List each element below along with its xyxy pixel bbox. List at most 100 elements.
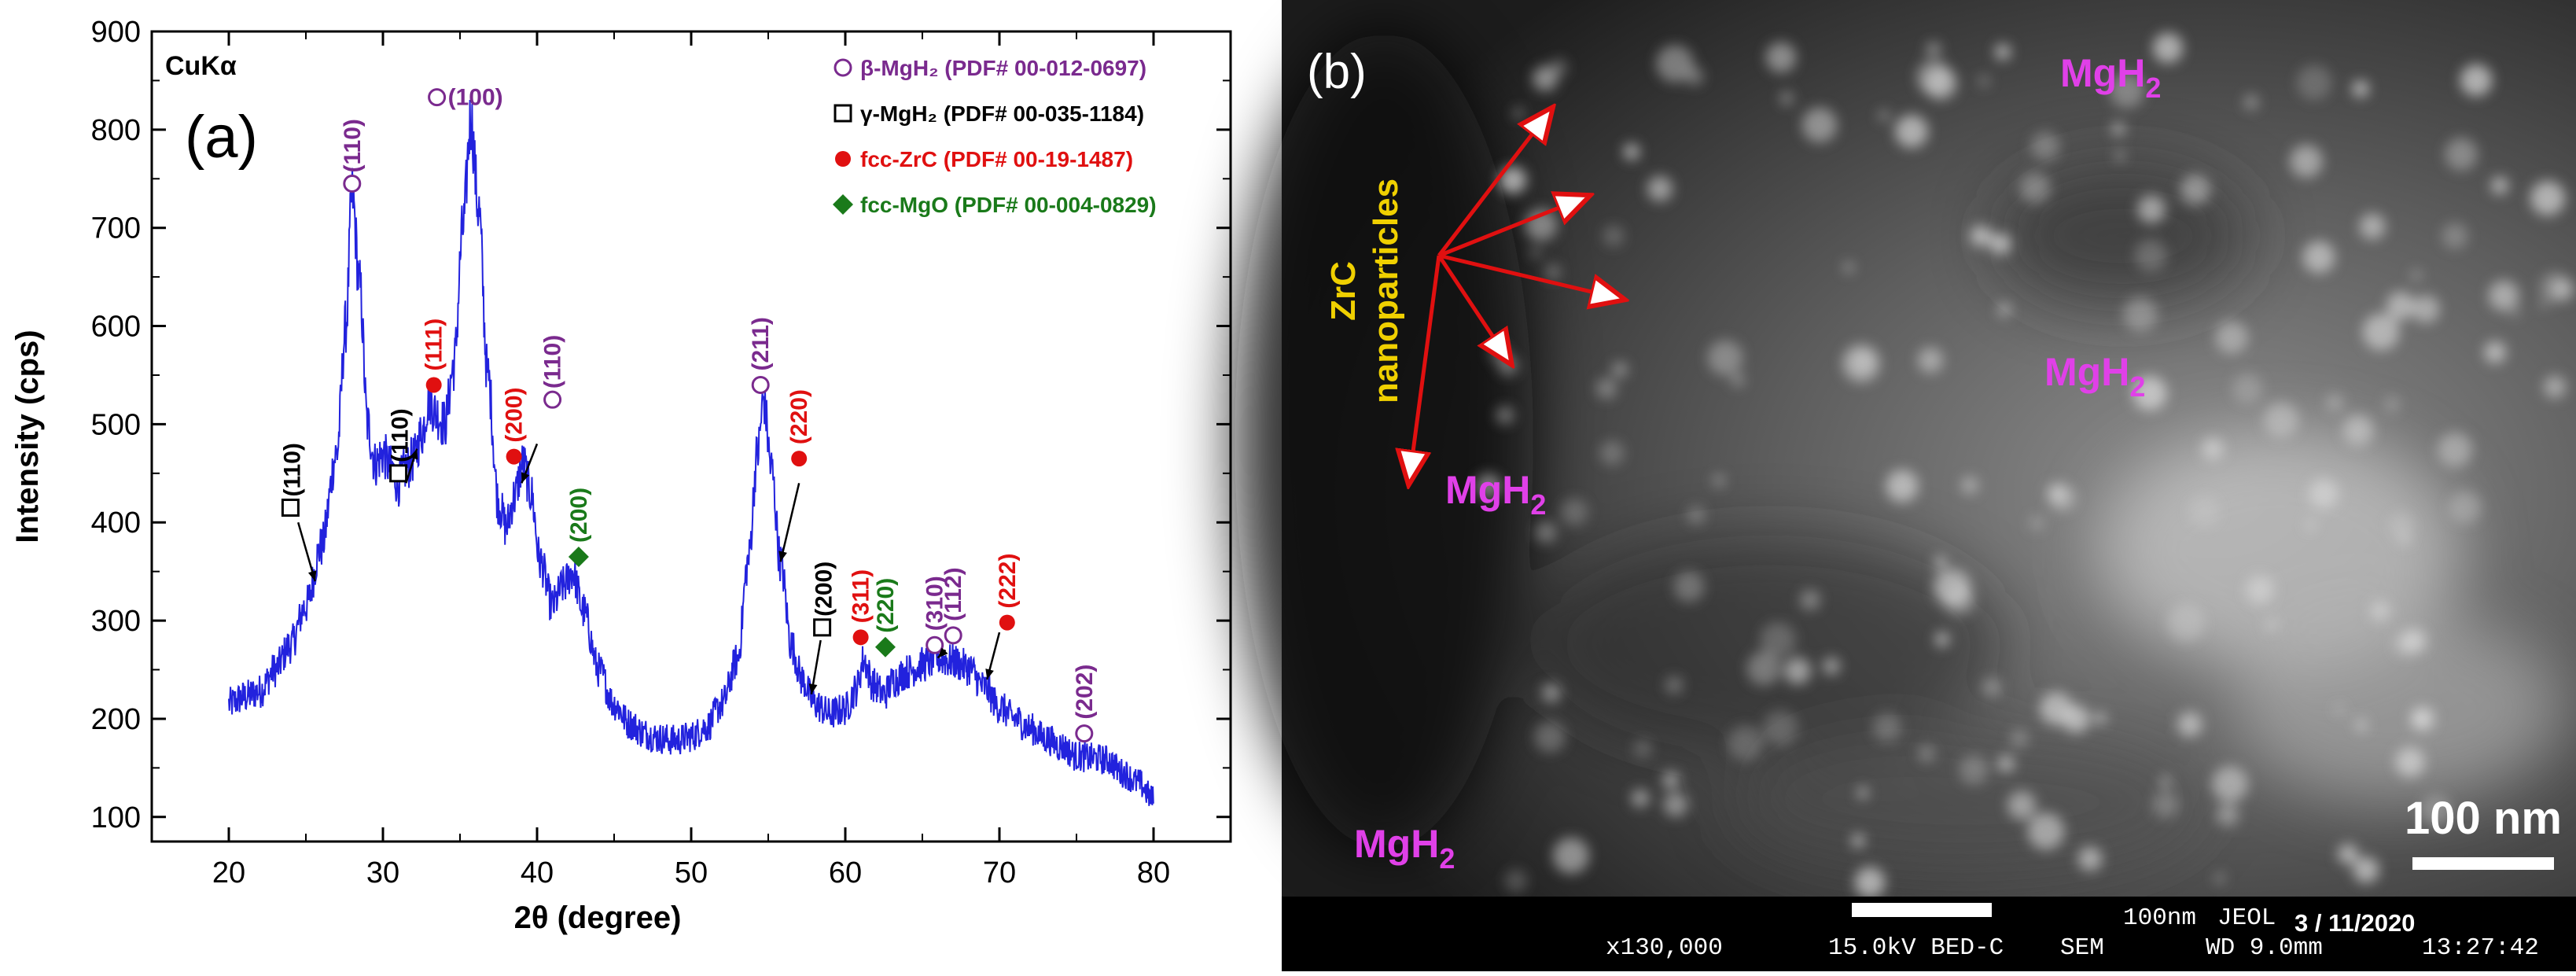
- peak-marker: [874, 636, 896, 657]
- particle: [2215, 321, 2248, 354]
- info-wd: WD 9.0mm: [2206, 934, 2323, 962]
- peak-marker: [389, 464, 408, 483]
- peak-label: (111): [421, 319, 447, 371]
- info-date: 3 / 11/2020: [2294, 909, 2415, 937]
- zrc-label: ZrC: [1324, 261, 1363, 321]
- particle: [1765, 42, 1797, 73]
- particle: [1656, 45, 1694, 83]
- peak-marker: [1075, 724, 1094, 743]
- particle: [1926, 42, 1941, 57]
- particle: [1541, 683, 1562, 703]
- particle: [2077, 846, 2103, 871]
- particle: [2420, 795, 2452, 827]
- particle: [1801, 107, 1838, 143]
- particle: [2302, 241, 2335, 274]
- x-tick-label: 30: [366, 856, 399, 889]
- particle: [1783, 657, 1812, 685]
- particle: [2152, 32, 2184, 64]
- particle: [2245, 575, 2275, 605]
- particle: [1513, 108, 1524, 119]
- particle: [2290, 145, 2323, 178]
- particle: [1872, 713, 1902, 742]
- particle: [2027, 812, 2065, 850]
- particle: [2410, 706, 2435, 731]
- peak-label: (110): [388, 408, 414, 462]
- particle: [1982, 678, 2001, 697]
- particle: [1603, 225, 1625, 247]
- particle: [1917, 347, 1944, 374]
- particle: [2510, 307, 2521, 318]
- peak-label: (211): [748, 317, 774, 370]
- particle: [1599, 440, 1625, 466]
- scale-bar: [2412, 857, 2554, 870]
- pointer-arrow-head: [937, 647, 948, 658]
- legend-entry: γ-MgH₂ (PDF# 00-035-1184): [860, 101, 1144, 126]
- particle: [2352, 80, 2369, 98]
- info-maker: JEOL: [2217, 904, 2276, 932]
- peak-label: (110): [279, 443, 305, 496]
- particle: [1663, 792, 1688, 817]
- peak-marker: [428, 88, 447, 107]
- peak-marker: [791, 451, 808, 467]
- particle: [2359, 213, 2386, 240]
- x-tick-label: 50: [675, 856, 708, 889]
- peak-label: (112): [940, 567, 966, 621]
- particle: [1504, 869, 1528, 893]
- pointer-arrow-head: [808, 683, 818, 694]
- legend-symbol: [834, 58, 852, 77]
- particle: [2214, 872, 2226, 885]
- particle: [1673, 571, 1705, 602]
- x-axis-label: 2θ (degree): [514, 900, 682, 935]
- particle: [2484, 341, 2506, 363]
- x-tick-label: 70: [983, 856, 1016, 889]
- peak-marker: [506, 448, 522, 465]
- nanoparticles-label: nanoparticles: [1367, 179, 1405, 403]
- y-tick-label: 900: [91, 16, 141, 49]
- particle: [2355, 719, 2368, 731]
- particle: [1960, 476, 1979, 495]
- particle: [2386, 291, 2416, 321]
- pointer-arrow: [296, 521, 316, 582]
- plot-frame: [150, 30, 1232, 843]
- peak-label: (222): [995, 554, 1021, 609]
- particle: [2308, 478, 2339, 510]
- peak-label: (220): [873, 578, 899, 633]
- particle: [2362, 313, 2400, 351]
- particle: [1665, 676, 1684, 694]
- particle: [2538, 298, 2549, 309]
- sem-info-text: 100nm JEOL 3 / 11/2020 x130,000 15.0kV B…: [1606, 904, 2539, 962]
- y-tick-label: 200: [91, 703, 141, 736]
- particle: [2530, 181, 2565, 215]
- mgh2-label: MgH2: [2044, 350, 2145, 403]
- particle: [1886, 470, 1919, 503]
- particle: [2212, 766, 2248, 802]
- info-mode: SEM: [2060, 934, 2104, 962]
- particle: [2412, 295, 2440, 323]
- mgh2-labels: MgH2 MgH2 MgH2 MgH2: [1354, 51, 2161, 875]
- particle: [1997, 755, 2015, 772]
- particle: [1685, 67, 1704, 86]
- x-tick-label: 40: [521, 856, 554, 889]
- mgh2-label: MgH2: [1354, 822, 1455, 875]
- particle: [2337, 843, 2359, 865]
- y-tick-label: 400: [91, 506, 141, 540]
- particle: [1918, 745, 1935, 762]
- particle: [2243, 94, 2259, 110]
- particle: [2177, 712, 2202, 737]
- particle: [2395, 747, 2425, 777]
- particle: [2393, 632, 2418, 657]
- peak-label: (100): [448, 85, 503, 111]
- particle: [2111, 122, 2125, 136]
- pointer-arrow-head: [410, 448, 418, 460]
- x-axis-ticks: 20 30 40 50 60 70 80: [212, 31, 1170, 889]
- x-tick-label: 60: [829, 856, 862, 889]
- peak-label: (202): [1072, 665, 1098, 720]
- particle: [2265, 617, 2279, 632]
- pointer-arrow-head: [521, 472, 530, 484]
- peak-marker: [343, 175, 362, 193]
- peak-marker: [281, 499, 300, 517]
- particle: [1728, 725, 1764, 761]
- particle: [1895, 115, 1928, 148]
- particle: [2232, 373, 2263, 404]
- peak-label: (310): [922, 576, 948, 631]
